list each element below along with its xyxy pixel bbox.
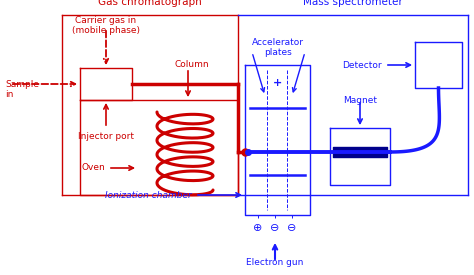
Text: Column: Column: [175, 60, 210, 69]
Text: Oven: Oven: [81, 164, 105, 172]
Text: Magnet: Magnet: [343, 96, 377, 105]
Text: Injector port: Injector port: [78, 132, 134, 141]
Text: ⊖: ⊖: [270, 223, 280, 233]
Text: Gas chromatograph: Gas chromatograph: [98, 0, 202, 7]
Text: Ionization chamber: Ionization chamber: [105, 191, 192, 199]
Text: ⊕: ⊕: [253, 223, 263, 233]
Text: Detector: Detector: [342, 60, 382, 70]
Text: ⊖: ⊖: [287, 223, 297, 233]
Text: +: +: [273, 78, 283, 88]
Text: Carrier gas in
(mobile phase): Carrier gas in (mobile phase): [72, 16, 140, 35]
Text: Accelerator
plates: Accelerator plates: [252, 38, 304, 57]
Text: Mass spectrometer: Mass spectrometer: [303, 0, 403, 7]
Text: Sample
in: Sample in: [5, 80, 39, 99]
Text: Electron gun: Electron gun: [246, 258, 304, 267]
